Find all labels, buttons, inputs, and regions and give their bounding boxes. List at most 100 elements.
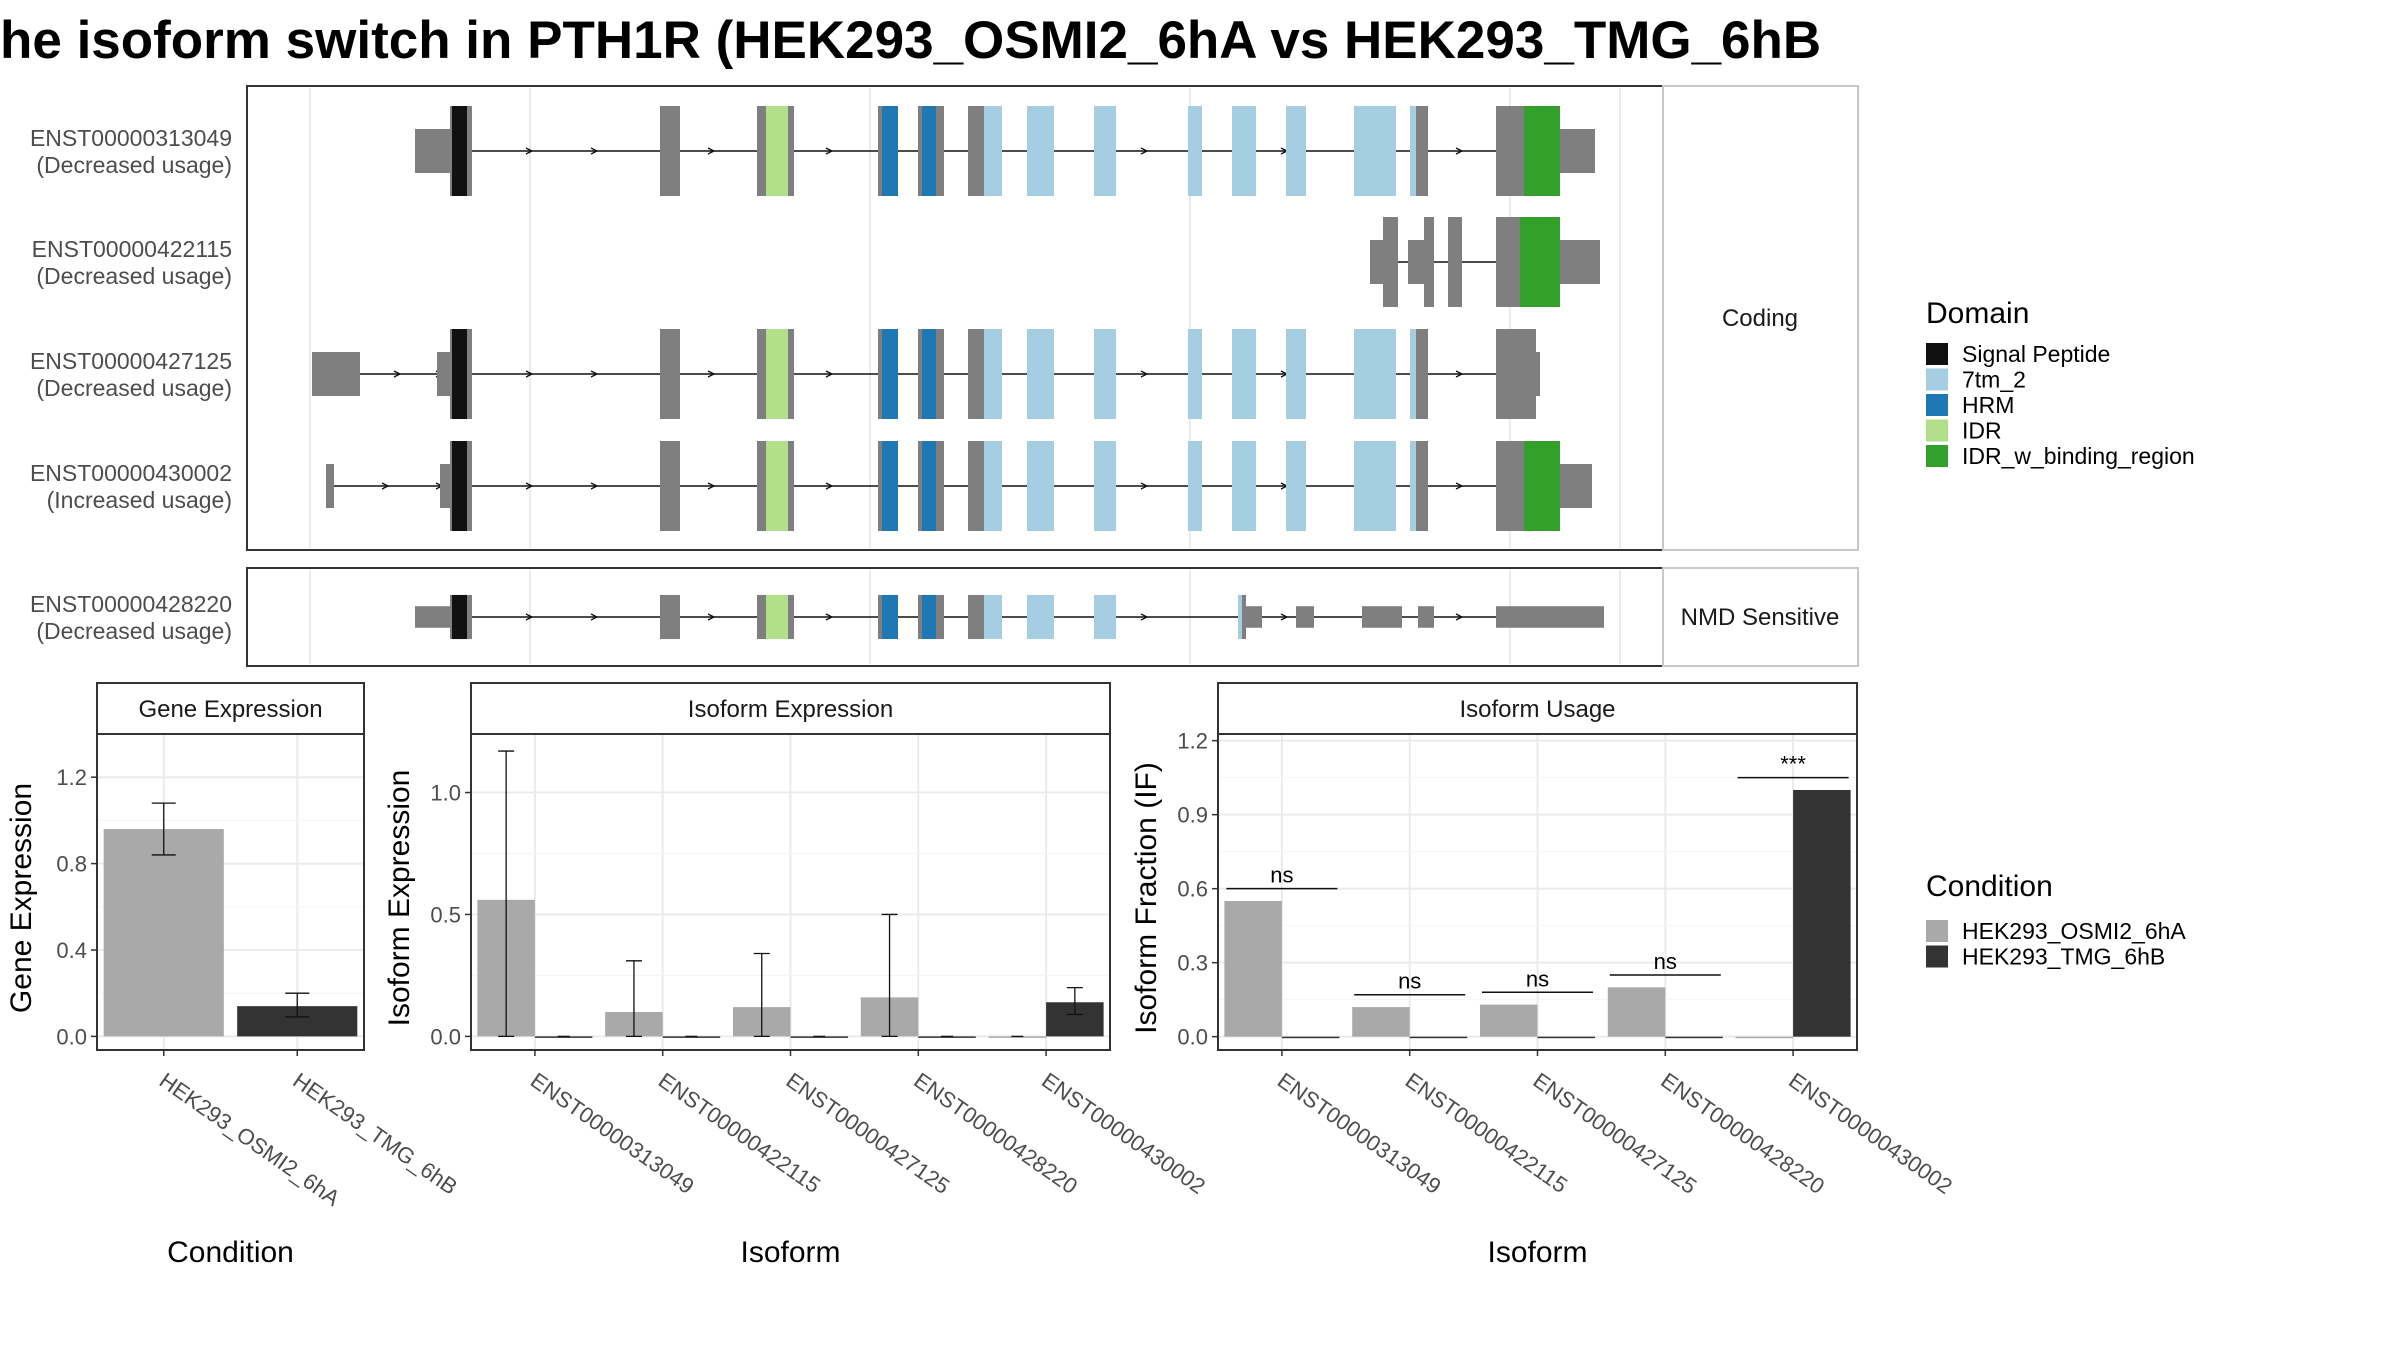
exon-block [1496, 606, 1604, 628]
domain-block [1286, 329, 1306, 419]
isoform-expression-chart: Isoform Expression0.00.51.0ENST000003130… [383, 682, 1210, 1269]
exon-block [467, 329, 472, 419]
intron-direction-arrow [825, 370, 834, 378]
domain-block [1524, 441, 1560, 531]
nmd-strip [1662, 567, 1859, 667]
exon-block [878, 106, 882, 196]
domain-legend-title: Domain [1926, 297, 2029, 330]
bar [1793, 789, 1851, 1037]
y-tick-label: 1.0 [430, 781, 461, 806]
domain-block [766, 329, 788, 419]
exon-block [878, 594, 882, 640]
domain-block [1188, 329, 1202, 419]
domain-block [922, 329, 936, 419]
domain-block [452, 106, 467, 196]
exon-block [788, 441, 794, 531]
exon-block [1408, 240, 1424, 284]
exon-block [1416, 329, 1428, 419]
panel-title: Gene Expression [138, 696, 322, 723]
exon-block [1560, 464, 1592, 508]
bar [790, 1036, 849, 1038]
transcript-id-label: ENST00000422115 [32, 236, 232, 262]
intron-direction-arrow [707, 613, 716, 621]
exon-block [936, 106, 944, 196]
domain-block [452, 594, 467, 640]
exon-block [918, 106, 922, 196]
domain-block [1094, 106, 1116, 196]
domain-block [1354, 106, 1396, 196]
exon-block [918, 329, 922, 419]
intron-direction-arrow [590, 370, 599, 378]
exon-block [978, 329, 984, 419]
transcript-id-label: ENST00000428220 [30, 591, 232, 617]
exon-block [1242, 594, 1246, 640]
transcript-labels: ENST00000313049(Decreased usage)ENST0000… [30, 125, 232, 644]
coding-strip [1662, 85, 1859, 551]
domain-block [1094, 329, 1116, 419]
exon-block [757, 441, 766, 531]
transcript-id-label: ENST00000313049 [30, 125, 232, 151]
bar [1665, 1036, 1723, 1039]
exon-block [660, 441, 680, 531]
domain-block [1027, 329, 1054, 419]
domain-block [1286, 441, 1306, 531]
exon-block [1383, 217, 1398, 307]
panel-title: Isoform Usage [1459, 696, 1615, 723]
exon-block [1448, 217, 1462, 307]
domain-block [1354, 441, 1396, 531]
intron-direction-arrow [590, 147, 599, 155]
exon-block [1424, 217, 1434, 307]
transcript-id-label: ENST00000430002 [30, 460, 232, 486]
y-tick-label: 0.5 [430, 902, 461, 927]
x-axis-title: Condition [167, 1236, 294, 1269]
intron-direction-arrow [707, 147, 716, 155]
exon-block [918, 441, 922, 531]
domain-legend-swatch [1926, 343, 1948, 365]
intron-direction-arrow [525, 147, 534, 155]
exon-block [467, 106, 472, 196]
transcript-usage-label: (Decreased usage) [36, 152, 232, 178]
exon-block [936, 329, 944, 419]
domain-block [922, 106, 936, 196]
x-axis-title: Isoform [1487, 1236, 1587, 1269]
bar [662, 1036, 721, 1038]
y-tick-label: 1.2 [56, 765, 87, 790]
domain-block [1027, 441, 1054, 531]
exon-block [968, 594, 978, 640]
panel-strip [96, 682, 365, 735]
y-axis-title: Isoform Fraction (IF) [1130, 762, 1163, 1034]
nmd-strip-label: NMD Sensitive [1681, 604, 1840, 631]
domain-block [1354, 329, 1396, 419]
bar [1409, 1036, 1468, 1039]
exon-block [450, 106, 452, 196]
exon-block [936, 441, 944, 531]
domain-block [1524, 106, 1560, 196]
coding-strip-label: Coding [1722, 305, 1798, 332]
panel-strip [470, 682, 1111, 735]
exon-block [978, 106, 984, 196]
domain-block [984, 441, 1002, 531]
domain-block [984, 329, 1002, 419]
exon-block [660, 329, 680, 419]
intron-direction-arrow [1455, 370, 1464, 378]
domain-legend-swatch [1926, 368, 1948, 391]
bar [1537, 1036, 1596, 1039]
domain-block [1094, 441, 1116, 531]
domain-legend-label: IDR [1962, 418, 2002, 444]
intron-direction-arrow [1140, 147, 1149, 155]
domain-block [984, 594, 1002, 640]
y-tick-label: 0.0 [1177, 1025, 1208, 1050]
y-tick-label: 0.4 [56, 938, 87, 963]
y-tick-label: 0.0 [56, 1024, 87, 1049]
domain-block [1027, 594, 1054, 640]
exon-block [660, 106, 680, 196]
domain-block [922, 441, 936, 531]
transcript-usage-label: (Decreased usage) [36, 618, 232, 644]
y-tick-label: 0.9 [1177, 803, 1208, 828]
figure-title: he isoform switch in PTH1R (HEK293_OSMI2… [0, 11, 1821, 70]
bar [1479, 1004, 1538, 1037]
intron-direction-arrow [525, 482, 534, 490]
y-axis-title: Isoform Expression [383, 770, 416, 1027]
intron-direction-arrow [1140, 370, 1149, 378]
